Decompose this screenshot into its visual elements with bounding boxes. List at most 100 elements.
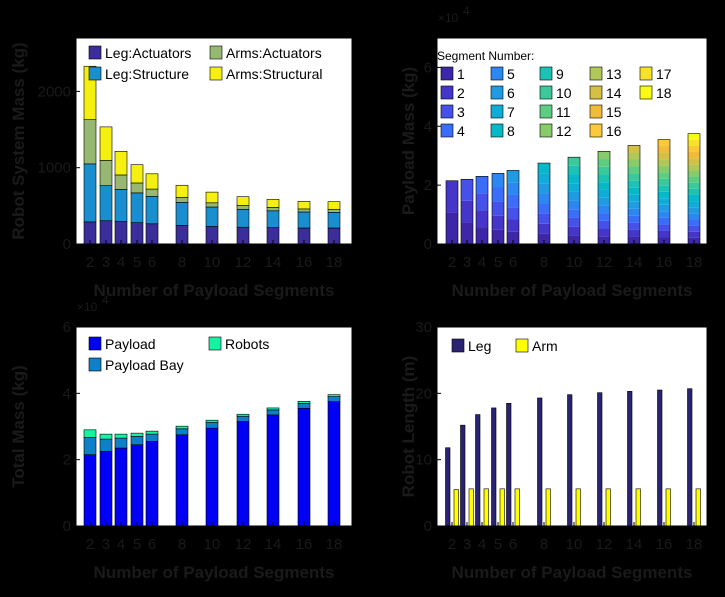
bar-segment-7-n18 [688, 201, 700, 208]
x-tick-label: 10 [566, 536, 583, 553]
legend-swatch [490, 104, 504, 119]
bar-robots-16 [297, 400, 311, 404]
bar-segment-7-n12 [598, 189, 610, 198]
bar-segment-14-n18 [688, 158, 700, 165]
bar-payload-bay-18 [327, 396, 341, 402]
legend-label: 16 [606, 123, 622, 139]
legend-label: 9 [556, 66, 564, 82]
y-tick-label: 0 [424, 518, 432, 535]
bar-segment-12-n12 [598, 151, 610, 160]
bar-segment-7-n10 [568, 183, 580, 192]
bar-segment-10-n14 [628, 173, 640, 181]
x-tick-label: 18 [686, 536, 703, 553]
x-tick-label: 16 [296, 536, 313, 553]
x-tick-label: 4 [117, 536, 125, 553]
bar-segment-3-n16 [658, 224, 670, 231]
bar-segment-11-n18 [688, 176, 700, 183]
x-tick-label: 3 [102, 536, 110, 553]
bar-segment-2-n8 [538, 223, 550, 234]
bar-segment-15-n16 [658, 146, 670, 153]
bar-segment-8-n14 [628, 187, 640, 195]
bar-segment-10-n16 [658, 178, 670, 186]
bar-arm-10 [575, 488, 581, 527]
legend-title: Segment Number: [437, 49, 534, 63]
bar-arm-18 [695, 488, 701, 527]
bar-arm-6 [514, 488, 520, 527]
bar-segment-16-n18 [688, 145, 700, 153]
bar-payload-bay-10 [205, 422, 219, 429]
bar-payload-12 [236, 421, 250, 527]
bar-leg-6 [506, 402, 512, 527]
bar-leg-structure-4 [114, 189, 128, 222]
legend-label: Arms:Actuators [226, 45, 322, 61]
x-tick-label: 6 [509, 254, 517, 271]
bar-arms-structural-18 [327, 201, 341, 210]
legend-label: 12 [556, 123, 572, 139]
bar-segment-8-n8 [538, 163, 550, 174]
x-tick-label: 12 [596, 254, 613, 271]
bar-segment-6-n6 [507, 170, 519, 183]
exponent-power: 4 [463, 4, 470, 18]
x-tick-label: 12 [235, 536, 252, 553]
bar-arms-actuators-5 [130, 182, 144, 194]
bar-arms-actuators-10 [205, 202, 219, 208]
bar-segment-7-n8 [538, 173, 550, 184]
bar-robots-6 [145, 430, 159, 435]
bar-leg-12 [597, 392, 603, 527]
exponent-power: 4 [102, 293, 109, 307]
bar-segment-15-n18 [688, 152, 700, 159]
bar-segment-9-n14 [628, 180, 640, 188]
x-tick-label: 2 [86, 536, 94, 553]
bar-payload-bay-8 [175, 428, 189, 436]
bar-leg-structure-12 [236, 208, 250, 228]
bar-segment-6-n14 [628, 201, 640, 209]
x-tick-label: 4 [117, 254, 125, 271]
bar-segment-13-n18 [688, 164, 700, 171]
bar-leg-structure-18 [327, 212, 341, 229]
bar-segment-2-n2 [446, 180, 458, 213]
y-tick-label: 2 [63, 452, 71, 469]
x-tick-label: 3 [463, 536, 471, 553]
bar-payload-bay-3 [99, 438, 113, 452]
bar-segment-6-n16 [658, 204, 670, 212]
chart-robot-system-mass: 0 1000 2000 2 3 4 5 6 8 10 12 14 16 18 Number of Paylo… [9, 37, 353, 300]
legend-label: 4 [457, 123, 465, 139]
bar-segment-1-n2 [446, 212, 458, 244]
x-tick-label: 10 [566, 254, 583, 271]
bar-segment-9-n10 [568, 165, 580, 175]
legend-swatch [440, 104, 454, 119]
bar-segment-6-n18 [688, 207, 700, 214]
legend-label: 2 [457, 85, 465, 101]
bar-segment-1-n6 [507, 231, 519, 244]
bar-segment-12-n14 [628, 159, 640, 167]
bar-arms-actuators-3 [99, 160, 113, 186]
bar-leg-structure-14 [266, 210, 280, 228]
bar-segment-6-n10 [568, 191, 580, 201]
legend-label: 17 [656, 66, 672, 82]
x-tick-label: 8 [540, 536, 548, 553]
axis-exponent: ×10 4 [77, 293, 109, 314]
bar-robots-4 [114, 433, 128, 439]
x-tick-label: 2 [448, 254, 456, 271]
bar-segment-4-n6 [507, 194, 519, 208]
bar-segment-7-n14 [628, 194, 640, 202]
x-axis-label: Number of Payload Segments [452, 281, 693, 300]
bar-segment-8-n18 [688, 194, 700, 202]
bar-segment-1-n10 [568, 235, 580, 244]
bar-leg-4 [475, 414, 481, 527]
bar-leg-structure-16 [297, 211, 311, 229]
bar-arms-structural-16 [297, 200, 311, 210]
x-tick-label: 6 [148, 536, 156, 553]
bar-segment-3-n6 [507, 207, 519, 220]
x-axis-label: Number of Payload Segments [452, 563, 693, 582]
bar-segment-13-n14 [628, 152, 640, 160]
bar-segment-18-n18 [688, 133, 700, 140]
bar-payload-bay-6 [145, 433, 159, 442]
bar-robots-3 [99, 433, 113, 440]
y-tick-label: 10 [415, 452, 432, 469]
bar-segment-5-n14 [628, 208, 640, 216]
x-tick-label: 4 [478, 254, 486, 271]
bar-leg-16 [657, 389, 663, 527]
bar-segment-5-n12 [598, 205, 610, 214]
